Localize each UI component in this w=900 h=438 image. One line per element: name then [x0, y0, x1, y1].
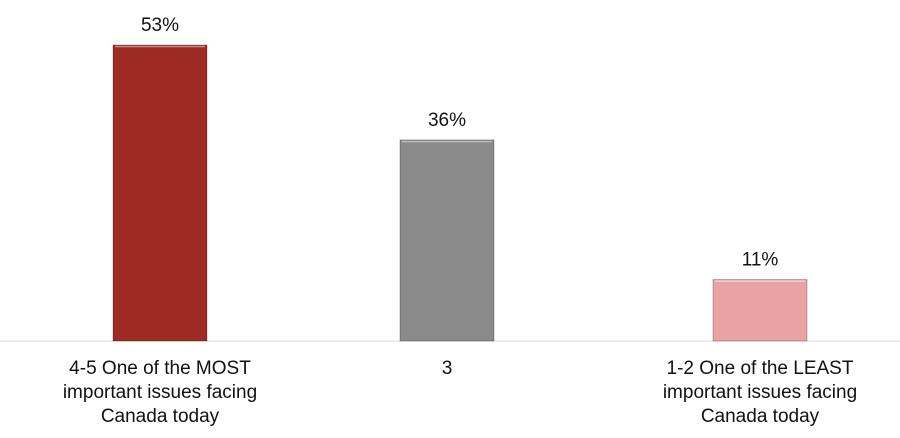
category-label-line: important issues facing: [62, 382, 258, 403]
category-label-line: 1-2 One of the LEAST: [666, 358, 854, 379]
category-label-neutral: 3: [317, 357, 577, 381]
category-label-least: 1-2 One of the LEAST important issues fa…: [630, 357, 890, 429]
data-label: 53%: [141, 15, 179, 36]
data-label: 11%: [742, 250, 779, 271]
data-label: 36%: [428, 110, 466, 131]
category-label-line: important issues facing: [662, 382, 858, 403]
bar: [712, 279, 808, 342]
bar: [399, 139, 495, 342]
category-label-line: 4-5 One of the MOST: [69, 358, 251, 379]
category-label-line: 3: [441, 358, 453, 379]
bar: [112, 44, 208, 342]
category-label-most: 4-5 One of the MOST important issues fac…: [30, 357, 290, 429]
category-label-line: Canada today: [700, 406, 820, 427]
category-label-line: Canada today: [100, 406, 220, 427]
